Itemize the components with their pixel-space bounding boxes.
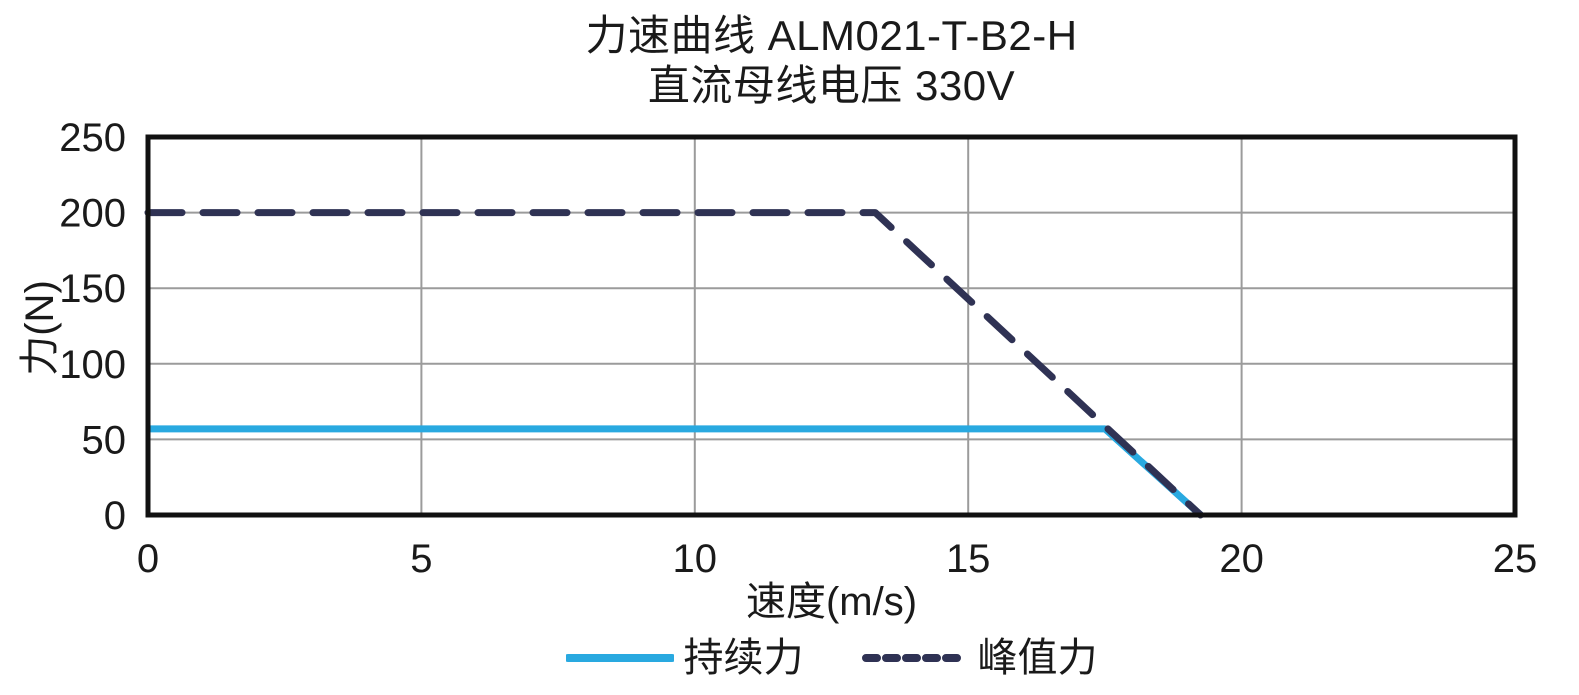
x-tick-label: 15 [946,537,991,581]
x-tick-label: 25 [1493,537,1538,581]
chart-subtitle: 直流母线电压 330V [647,62,1016,109]
y-tick-label: 50 [82,418,127,462]
y-tick-label: 0 [104,494,126,538]
legend-item-continuous-force: 持续力 [565,634,804,682]
legend: 持续力 峰值力 [148,632,1515,684]
y-tick-label: 250 [59,116,126,160]
x-axis-title: 速度(m/s) [745,580,918,624]
legend-label-continuous-force: 持续力 [683,636,804,680]
y-tick-label: 200 [59,192,126,236]
y-tick-label: 100 [59,343,126,387]
series-line-continuous-force [148,425,1203,518]
plot-border [145,134,1518,518]
x-tick-label: 0 [137,537,159,581]
x-tick-label: 20 [1219,537,1264,581]
peak-force-line-swatch [861,654,966,662]
chart-title: 力速曲线 ALM021-T-B2-H [585,12,1078,59]
continuous-force-line-swatch [565,654,674,662]
y-tick-label: 150 [59,267,126,311]
legend-label-peak-force: 峰值力 [977,636,1098,680]
legend-item-peak-force: 峰值力 [860,634,1098,682]
series-line-peak-force [144,209,1205,519]
x-tick-label: 10 [673,537,718,581]
x-tick-label: 5 [410,537,432,581]
